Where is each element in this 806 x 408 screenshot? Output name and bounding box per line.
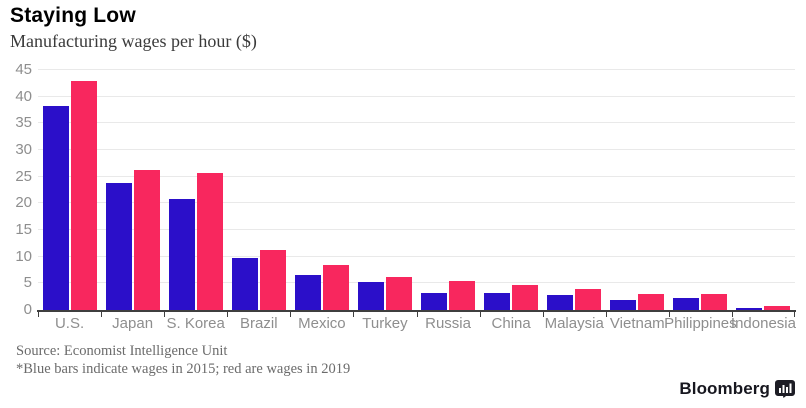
x-tick-label-malaysia: Malaysia — [544, 315, 604, 332]
bar-group-s-korea — [164, 70, 227, 310]
y-axis-labels: 0 5 10 15 20 25 30 35 40 45 — [0, 61, 32, 318]
x-axis-tick — [794, 312, 795, 317]
x-axis-tick — [38, 312, 39, 317]
bar-group-philippines — [669, 70, 732, 310]
x-tick-label-s-korea: S. Korea — [166, 315, 225, 332]
chart-subtitle: Manufacturing wages per hour ($) — [10, 31, 257, 51]
x-axis-tick — [479, 312, 481, 317]
bar-group-malaysia — [543, 70, 606, 310]
bar-brazil-2015 — [231, 258, 258, 310]
gridline-15 — [38, 229, 795, 230]
x-tick-label-indonesia: Indonesia — [730, 315, 796, 332]
bar-group-russia — [417, 70, 480, 310]
x-axis-tick — [731, 312, 733, 317]
x-axis-tick — [542, 312, 544, 317]
bar-russia-2015 — [421, 292, 448, 310]
source-note: Source: Economist Intelligence Unit — [16, 343, 228, 359]
x-tick-label-turkey: Turkey — [362, 315, 408, 332]
bar-group-japan — [101, 70, 164, 310]
x-axis-labels: U.S. Japan S. Korea Brazil Mexico Turkey Russi… — [38, 315, 796, 335]
gridline-20 — [38, 202, 795, 204]
bar-group-indonesia — [732, 70, 795, 310]
y-tick-label-0: 0 — [23, 301, 32, 318]
bar-philippines-2015 — [673, 297, 700, 310]
bar-s-korea-2019 — [196, 172, 223, 310]
bar-china-2019 — [512, 284, 539, 310]
y-tick-label-35: 35 — [15, 114, 32, 132]
gridline-5 — [38, 282, 795, 284]
bar-u-s-2015 — [42, 106, 69, 310]
plot-area — [38, 69, 795, 310]
gridline-35 — [38, 122, 795, 124]
x-tick-label-brazil: Brazil — [240, 315, 278, 332]
x-axis-tick — [290, 312, 292, 317]
bar-mexico-2019 — [322, 264, 349, 310]
gridline-45 — [38, 69, 795, 70]
bar-vietnam-2015 — [610, 299, 637, 310]
x-axis-tick — [227, 312, 229, 317]
x-axis-tick — [605, 312, 607, 317]
y-tick-label-25: 25 — [15, 167, 32, 185]
bar-group-brazil — [227, 70, 290, 310]
bar-group-turkey — [353, 70, 416, 310]
bar-russia-2019 — [449, 280, 476, 310]
y-tick-label-10: 10 — [15, 247, 32, 265]
y-tick-label-5: 5 — [23, 274, 32, 292]
bar-vietnam-2019 — [638, 294, 665, 310]
bar-s-korea-2015 — [168, 199, 195, 310]
bar-indonesia-2019 — [764, 306, 791, 310]
bloomberg-logo: Bloomberg — [679, 379, 795, 399]
bar-group-china — [480, 70, 543, 310]
bloomberg-chart-icon — [775, 380, 795, 398]
x-axis-tick — [164, 312, 166, 317]
x-tick-label-china: China — [491, 315, 531, 332]
gridline-30 — [38, 149, 795, 150]
gridline-10 — [38, 255, 795, 257]
bar-group-u-s — [38, 70, 101, 310]
x-axis-line — [37, 310, 796, 312]
bar-japan-2019 — [133, 169, 160, 310]
bar-brazil-2019 — [259, 250, 286, 310]
bar-u-s-2019 — [70, 81, 97, 310]
bar-malaysia-2019 — [575, 289, 602, 310]
y-tick-label-40: 40 — [15, 87, 32, 105]
x-tick-label-philippines: Philippines — [664, 315, 737, 332]
x-tick-label-japan: Japan — [112, 315, 154, 332]
x-tick-label-russia: Russia — [425, 315, 471, 332]
x-tick-label-mexico: Mexico — [298, 315, 346, 332]
bar-mexico-2015 — [294, 274, 321, 310]
bar-group-vietnam — [606, 70, 669, 310]
chart-title: Staying Low — [10, 4, 136, 27]
x-axis-tick — [101, 312, 103, 317]
bar-philippines-2019 — [701, 294, 728, 310]
bar-indonesia-2015 — [736, 307, 763, 310]
y-tick-label-45: 45 — [15, 61, 32, 78]
bar-china-2015 — [484, 293, 511, 310]
color-note: *Blue bars indicate wages in 2015; red a… — [16, 361, 351, 377]
y-tick-label-15: 15 — [15, 221, 32, 238]
bar-turkey-2019 — [385, 277, 412, 310]
x-axis-tick — [353, 312, 355, 317]
x-axis-tick — [416, 312, 418, 317]
bloomberg-wordmark: Bloomberg — [679, 379, 770, 398]
x-tick-label-vietnam: Vietnam — [609, 315, 665, 332]
gridline-40 — [38, 95, 795, 97]
bar-japan-2015 — [105, 183, 132, 310]
bar-malaysia-2015 — [547, 295, 574, 310]
x-axis-tick — [668, 312, 670, 317]
gridline-25 — [38, 175, 795, 177]
bar-group-mexico — [290, 70, 353, 310]
x-tick-label-u-s: U.S. — [54, 315, 85, 332]
y-tick-label-20: 20 — [15, 194, 32, 212]
bar-turkey-2015 — [357, 282, 384, 310]
y-tick-label-30: 30 — [15, 141, 32, 158]
